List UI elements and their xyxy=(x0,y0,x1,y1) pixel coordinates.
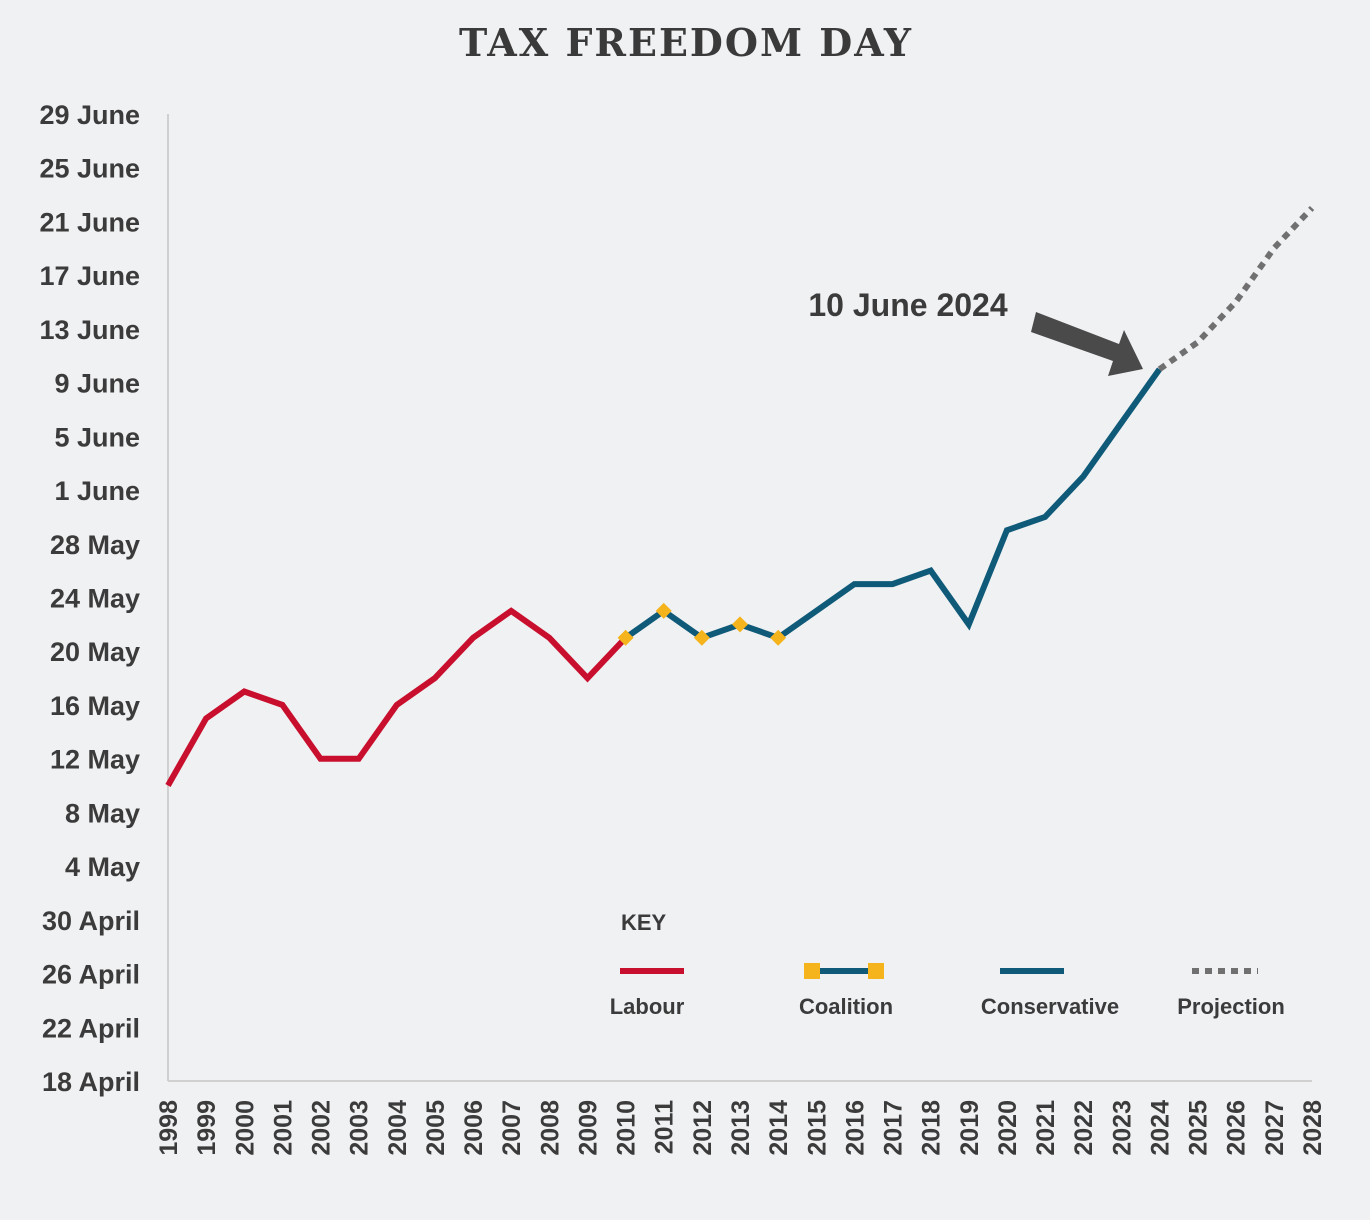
legend-label: Projection xyxy=(1177,994,1285,1019)
legend-title: KEY xyxy=(621,910,667,935)
y-tick-label: 9 June xyxy=(54,369,140,399)
y-tick-label: 20 May xyxy=(50,637,140,667)
legend-label: Coalition xyxy=(799,994,893,1019)
legend-item-coalition: Coalition xyxy=(799,963,893,1019)
y-tick-label: 22 April xyxy=(42,1013,140,1043)
series-line-projection xyxy=(1157,205,1315,372)
y-tick-label: 5 June xyxy=(54,422,140,452)
annotation-label: 10 June 2024 xyxy=(808,287,1007,323)
x-tick-label: 2012 xyxy=(689,1100,717,1156)
y-tick-label: 1 June xyxy=(54,476,140,506)
y-tick-label: 8 May xyxy=(65,798,140,828)
x-tick-label: 1998 xyxy=(155,1100,183,1156)
coalition-marker xyxy=(617,629,634,646)
legend-marker xyxy=(804,963,820,979)
x-tick-label: 2001 xyxy=(269,1100,297,1156)
legend-item-conservative: Conservative xyxy=(981,968,1119,1019)
x-tick-label: 2009 xyxy=(574,1100,602,1156)
x-tick-label: 2019 xyxy=(956,1100,984,1156)
x-tick-label: 2007 xyxy=(498,1100,526,1156)
y-tick-label: 21 June xyxy=(39,207,140,237)
y-tick-label: 18 April xyxy=(42,1067,140,1097)
y-tick-label: 28 May xyxy=(50,530,140,560)
x-tick-label: 2022 xyxy=(1070,1100,1098,1156)
chart-title: TAX FREEDOM DAY xyxy=(459,20,913,65)
x-tick-label: 2005 xyxy=(422,1100,450,1156)
y-tick-label: 12 May xyxy=(50,745,140,775)
series-line-labour xyxy=(165,607,628,787)
x-tick-label: 2026 xyxy=(1223,1100,1251,1156)
x-tick-label: 2021 xyxy=(1032,1100,1060,1156)
x-tick-label: 2004 xyxy=(384,1100,412,1156)
x-tick-label: 2015 xyxy=(803,1100,831,1156)
y-tick-label: 24 May xyxy=(50,584,140,614)
x-tick-label: 2013 xyxy=(727,1100,755,1156)
annotation-arrow xyxy=(1031,312,1143,376)
y-tick-label: 29 June xyxy=(39,100,140,130)
y-tick-label: 25 June xyxy=(39,154,140,184)
legend-label: Labour xyxy=(610,994,685,1019)
y-tick-label: 16 May xyxy=(50,691,140,721)
x-tick-label: 2016 xyxy=(841,1100,869,1156)
x-tick-label: 2010 xyxy=(613,1100,641,1156)
x-tick-label: 2028 xyxy=(1299,1100,1327,1156)
x-tick-label: 2003 xyxy=(346,1100,374,1156)
legend-item-projection: Projection xyxy=(1177,968,1285,1019)
x-tick-label: 2018 xyxy=(918,1100,946,1156)
x-tick-label: 2020 xyxy=(994,1100,1022,1156)
legend-marker xyxy=(868,963,884,979)
y-tick-label: 4 May xyxy=(65,852,140,882)
y-tick-label: 17 June xyxy=(39,261,140,291)
x-tick-label: 2027 xyxy=(1261,1100,1289,1156)
x-tick-label: 2011 xyxy=(651,1100,679,1154)
x-tick-label: 2017 xyxy=(880,1100,908,1156)
x-tick-label: 1999 xyxy=(193,1100,221,1156)
coalition-marker xyxy=(770,629,787,646)
x-tick-label: 2014 xyxy=(765,1100,793,1156)
coalition-marker xyxy=(693,629,710,646)
y-tick-label: 30 April xyxy=(42,906,140,936)
x-tick-label: 2008 xyxy=(536,1100,564,1156)
y-tick-label: 13 June xyxy=(39,315,140,345)
x-tick-label: 2025 xyxy=(1185,1100,1213,1156)
coalition-marker xyxy=(732,616,748,633)
series-line-conservative xyxy=(776,367,1162,641)
x-tick-label: 2000 xyxy=(231,1100,259,1156)
legend-item-labour: Labour xyxy=(610,968,685,1019)
y-tick-label: 26 April xyxy=(42,960,140,990)
coalition-marker xyxy=(655,602,672,619)
x-tick-label: 2024 xyxy=(1146,1100,1174,1156)
x-tick-label: 2023 xyxy=(1108,1100,1136,1156)
x-tick-label: 2006 xyxy=(460,1100,488,1156)
x-tick-label: 2002 xyxy=(308,1100,336,1156)
legend-label: Conservative xyxy=(981,994,1119,1019)
